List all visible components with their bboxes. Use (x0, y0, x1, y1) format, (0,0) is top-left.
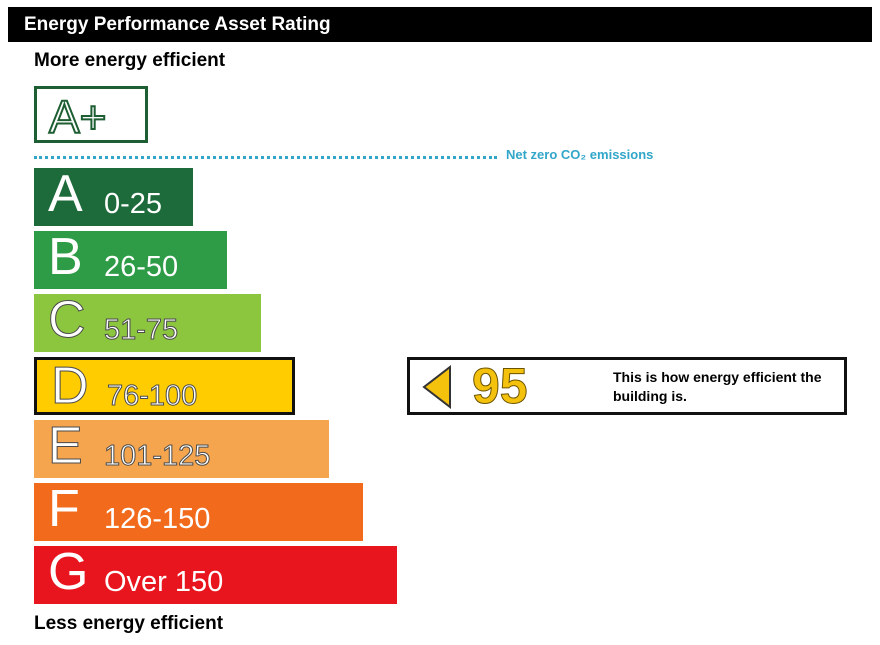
header-title: Energy Performance Asset Rating (24, 14, 331, 35)
band-d-letter: D (51, 357, 90, 416)
header-bar (8, 7, 872, 42)
less-efficient-label: Less energy efficient (34, 613, 224, 634)
band-g-letter: G (48, 543, 89, 601)
band-a: A 0-25 (34, 165, 193, 226)
band-f-letter: F (48, 480, 80, 538)
band-f-range: 126-150 (104, 503, 211, 535)
rating-pointer-icon (422, 365, 451, 409)
band-c-range: 51-75 (103, 314, 179, 347)
band-b-range: 26-50 (104, 251, 179, 283)
band-d: D 76-100 (34, 357, 295, 416)
band-c: C 51-75 (34, 291, 261, 352)
band-e-letter: E (48, 417, 84, 476)
band-e: E 101-125 (34, 417, 329, 478)
band-a-letter: A (48, 165, 83, 223)
net-zero-label: Net zero CO₂ emissions (506, 147, 654, 162)
band-f: F 126-150 (34, 480, 363, 541)
band-b-letter: B (48, 228, 83, 286)
band-d-range: 76-100 (106, 380, 198, 413)
band-g-range: Over 150 (104, 566, 224, 598)
net-zero-divider (34, 156, 497, 159)
band-b: B 26-50 (34, 228, 227, 289)
band-g: G Over 150 (34, 543, 397, 604)
band-e-range: 101-125 (103, 440, 211, 473)
band-a-plus: A+ (34, 86, 148, 144)
rating-caption: This is how energy efficient the buildin… (613, 369, 822, 404)
rating-value: 95 (472, 358, 529, 415)
current-rating-box: 95 This is how energy efficient the buil… (407, 357, 847, 415)
band-a-range: 0-25 (104, 188, 163, 220)
more-efficient-label: More energy efficient (34, 50, 226, 71)
band-c-letter: C (48, 291, 87, 350)
band-a-plus-letter: A+ (48, 90, 108, 144)
